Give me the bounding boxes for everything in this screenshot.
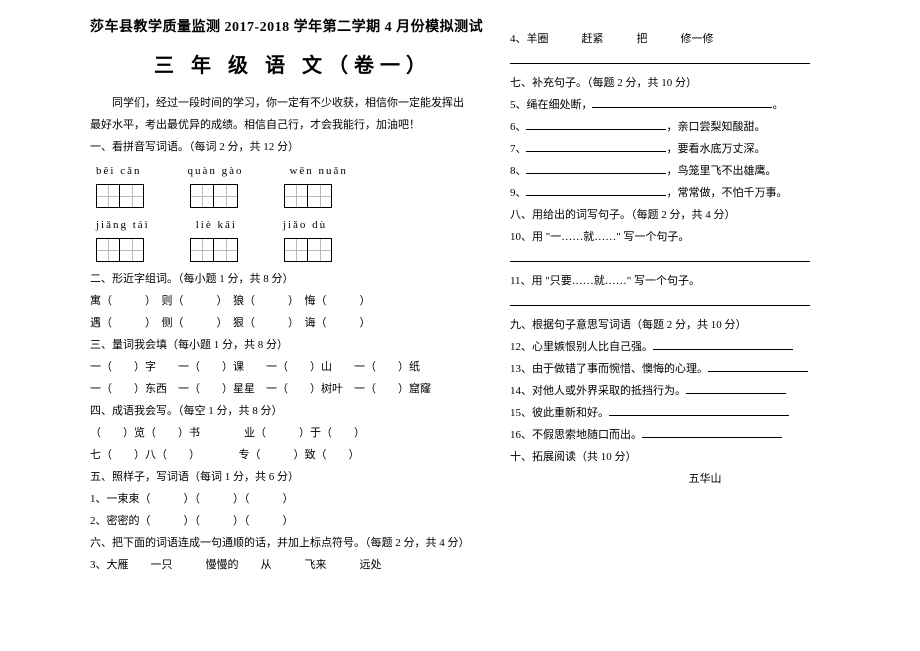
q4-blank [510, 50, 900, 72]
pinyin-2a: jiǎng tái [96, 214, 150, 236]
section-10-title: 十、拓展阅读（共 10 分） [510, 446, 900, 468]
section-9-title: 九、根据句子意思写词语（每题 2 分，共 10 分） [510, 314, 900, 336]
pinyin-1a: bēi cǎn [96, 160, 141, 182]
section-3-title: 三、量词我会填（每小题 1 分，共 8 分） [90, 334, 496, 356]
exam-header-line2: 三 年 级 语 文（卷一） [90, 46, 496, 86]
tianzige-row-2 [96, 238, 496, 262]
pinyin-row-1: bēi cǎn quàn gào wēn nuǎn [96, 160, 496, 182]
s3-row2: 一（ ）东西 一（ ）星星 一（ ）树叶 一（ ）窟窿 [90, 378, 496, 400]
q4: 4、羊圈 赶紧 把 修一修 [510, 28, 900, 50]
q10: 10、用 "一……就……" 写一个句子。 [510, 226, 900, 248]
q12: 12、心里嫉恨别人比自己强。 [510, 336, 900, 358]
q11: 11、用 "只要……就……" 写一个句子。 [510, 270, 900, 292]
section-5-title: 五、照样子，写词语（每词 1 分，共 6 分） [90, 466, 496, 488]
s2-row2: 遇（ ） 侧（ ） 狠（ ） 诲（ ） [90, 312, 496, 334]
exam-header-line1: 莎车县教学质量监测 2017-2018 学年第二学期 4 月份模拟测试 [90, 14, 496, 42]
q14: 14、对他人或外界采取的抵挡行为。 [510, 380, 900, 402]
tianzige-row-1 [96, 184, 496, 208]
intro-p1: 同学们，经过一段时间的学习，你一定有不少收获，相信你一定能发挥出 [90, 92, 496, 114]
section-6-title: 六、把下面的词语连成一句通顺的话，并加上标点符号。（每题 2 分，共 4 分） [90, 532, 496, 554]
pinyin-1c: wēn nuǎn [289, 160, 347, 182]
q5: 5、绳在细处断，。 [510, 94, 900, 116]
s5-row1: 1、一束束（ ）（ ）（ ） [90, 488, 496, 510]
s4-row1: （ ）览（ ）书 业（ ）于（ ） [90, 422, 496, 444]
s3-row1: 一（ ）字 一（ ）课 一（ ）山 一（ ）纸 [90, 356, 496, 378]
q9: 9、，常常做，不怕千万事。 [510, 182, 900, 204]
section-7-title: 七、补充句子。（每题 2 分，共 10 分） [510, 72, 900, 94]
pinyin-2b: liè kāi [196, 214, 237, 236]
q13: 13、由于做错了事而惋惜、懊悔的心理。 [510, 358, 900, 380]
pinyin-1b: quàn gào [187, 160, 243, 182]
poem-title: 五华山 [510, 468, 900, 490]
q11-blank [510, 292, 900, 314]
q8: 8、，鸟笼里飞不出雄鹰。 [510, 160, 900, 182]
section-2-title: 二、形近字组词。（每小题 1 分，共 8 分） [90, 268, 496, 290]
q16: 16、不假思索地随口而出。 [510, 424, 900, 446]
s2-row1: 寓（ ） 则（ ） 狼（ ） 悔（ ） [90, 290, 496, 312]
s5-row2: 2、密密的（ ）（ ）（ ） [90, 510, 496, 532]
s6-row1: 3、大雁 一只 慢慢的 从 飞来 远处 [90, 554, 496, 576]
pinyin-2c: jiǎo dù [283, 214, 327, 236]
intro-p2: 最好水平，考出最优异的成绩。相信自己行，才会我能行，加油吧！ [90, 114, 496, 136]
q10-blank [510, 248, 900, 270]
s4-row2: 七（ ）八（ ） 专（ ）致（ ） [90, 444, 496, 466]
section-1-title: 一、看拼音写词语。（每词 2 分，共 12 分） [90, 136, 496, 158]
section-4-title: 四、成语我会写。（每空 1 分，共 8 分） [90, 400, 496, 422]
section-8-title: 八、用给出的词写句子。（每题 2 分，共 4 分） [510, 204, 900, 226]
q7: 7、，要看水底万丈深。 [510, 138, 900, 160]
q15: 15、彼此重新和好。 [510, 402, 900, 424]
pinyin-row-2: jiǎng tái liè kāi jiǎo dù [96, 214, 496, 236]
q6: 6、，亲口尝梨知酸甜。 [510, 116, 900, 138]
